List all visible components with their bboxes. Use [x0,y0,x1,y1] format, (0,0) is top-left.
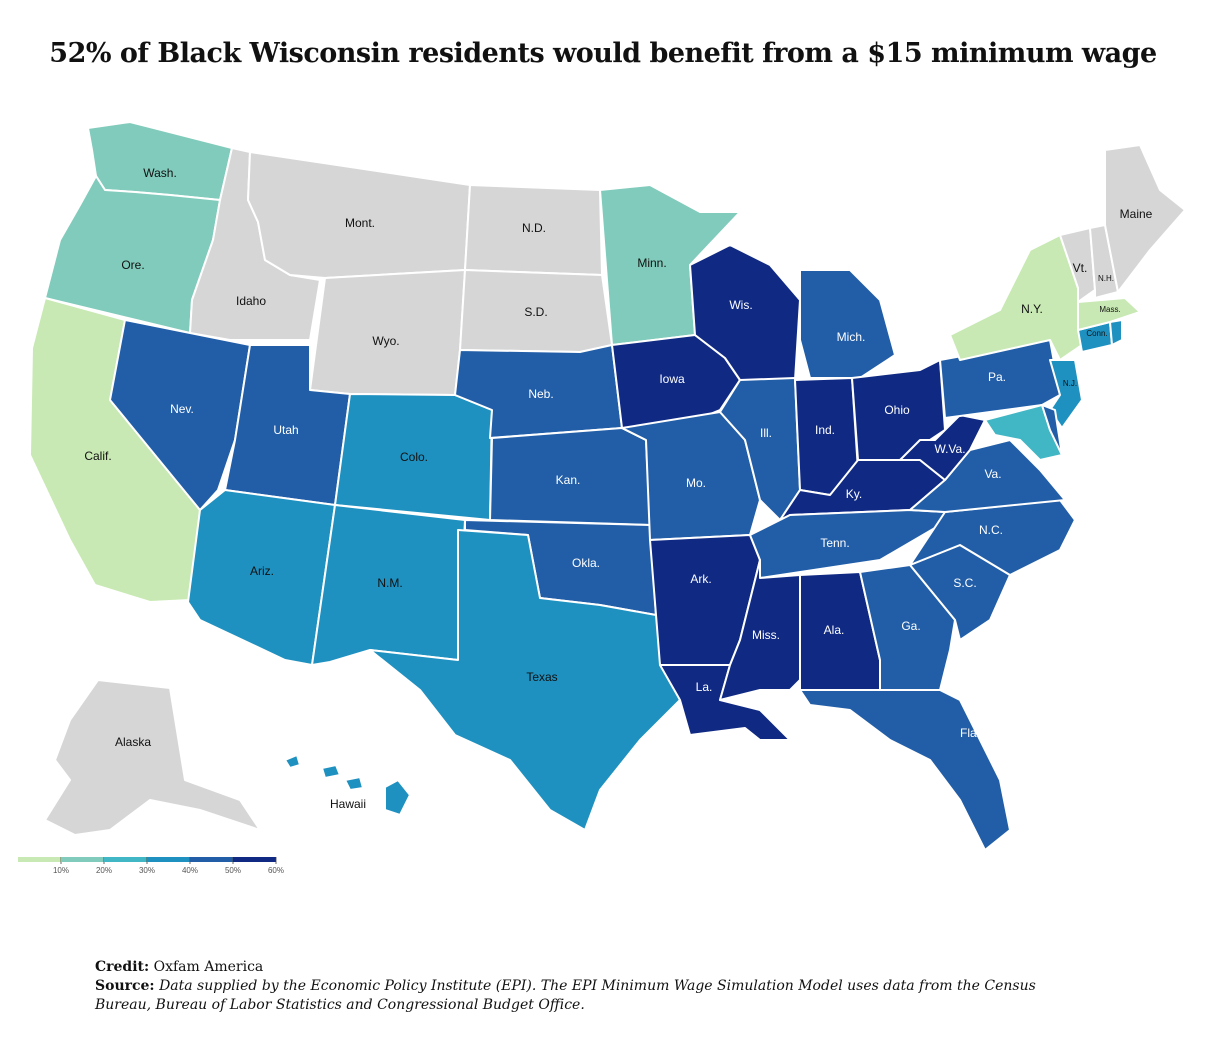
state-label-texas: Texas [526,670,557,684]
labels-layer: Wash. Ore. Calif. Idaho Nev. Mont. Wyo. Utah Ari… [84,166,1152,811]
state-label-mo: Mo. [686,476,706,490]
state-label-hawaii: Hawaii [330,797,366,811]
state-label-conn: Conn. [1086,329,1107,338]
state-label-mont: Mont. [345,216,375,230]
state-label-wash: Wash. [143,166,177,180]
map-title: 52% of Black Wisconsin residents would b… [49,38,1157,69]
legend-swatch-band_20_30 [104,857,147,862]
state-fla [799,689,1011,851]
state-label-nd: N.D. [522,221,546,235]
state-label-ky: Ky. [846,487,862,501]
state-de [1041,404,1063,456]
state-label-tenn: Tenn. [820,536,849,550]
state-label-ore: Ore. [121,258,144,272]
state-label-alaska: Alaska [115,735,151,749]
state-wash [87,121,233,201]
state-label-iowa: Iowa [659,372,685,386]
state-label-sd: S.D. [524,305,547,319]
source-line: Source: Data supplied by the Economic Po… [95,977,1095,1015]
state-label-mich: Mich. [837,330,866,344]
state-label-okla: Okla. [572,556,600,570]
state-label-nm: N.M. [377,576,402,590]
credit-text: Oxfam America [153,959,264,975]
state-label-vt: Vt. [1073,261,1088,275]
legend-swatch-band_50_60 [233,857,276,862]
state-label-colo: Colo. [400,450,428,464]
state-label-nev: Nev. [170,402,194,416]
state-label-va: Va. [984,467,1001,481]
source-text: Data supplied by the Economic Policy Ins… [95,978,1036,1013]
state-label-calif: Calif. [84,449,111,463]
legend-swatch-band_30_40 [147,857,190,862]
state-label-ny: N.Y. [1021,302,1043,316]
state-label-ind: Ind. [815,423,835,437]
state-nh [1089,224,1119,299]
state-texas [369,529,681,831]
state-label-pa: Pa. [988,370,1006,384]
credits-block: Credit: Oxfam America Source: Data suppl… [95,958,1095,1015]
state-vt [1059,227,1096,303]
state-label-nh: N.H. [1098,274,1114,283]
state-hawaii [384,779,411,816]
state-label-maine: Maine [1120,207,1153,221]
state-label-ark: Ark. [690,572,711,586]
legend-swatch-band_10_20 [61,857,104,862]
legend-tick-label: 10% [53,866,69,875]
state-tenn [749,509,946,579]
state-label-wva: W.Va. [934,442,965,456]
state-label-nj: N.J. [1063,379,1077,388]
state-mich [799,269,896,379]
state-nj [1049,359,1083,429]
hawaii-island [284,754,301,769]
state-ri [1109,319,1123,346]
legend-tick-label: 40% [182,866,198,875]
state-mont [247,151,471,279]
state-label-nc: N.C. [979,523,1003,537]
hawaii-island [321,764,341,779]
legend-swatch-band_40_50 [190,857,233,862]
hawaii-island [344,776,364,791]
state-label-ala: Ala. [824,623,845,637]
state-label-mass: Mass. [1099,305,1120,314]
state-ny [949,234,1083,361]
legend-tick-label: 30% [139,866,155,875]
state-label-ill: Ill. [760,426,772,440]
state-label-kan: Kan. [556,473,581,487]
state-label-minn: Minn. [637,256,666,270]
credit-line: Credit: Oxfam America [95,958,1095,977]
state-maine [1104,144,1186,293]
state-mass [1077,297,1141,331]
state-label-fla: Fla. [960,726,980,740]
state-label-neb: Neb. [528,387,553,401]
state-label-ohio: Ohio [884,403,910,417]
state-wyo [309,269,466,396]
legend-swatch-band_0_10 [18,857,61,862]
state-nev [109,319,251,511]
legend-tick-label: 60% [268,866,284,875]
legend-tick-label: 50% [225,866,241,875]
state-label-ariz: Ariz. [250,564,274,578]
state-label-la: La. [696,680,713,694]
state-label-ga: Ga. [901,619,920,633]
state-label-utah: Utah [273,423,298,437]
legend-tick-label: 20% [96,866,112,875]
state-alaska [44,679,261,836]
credit-label: Credit: [95,959,150,975]
state-label-miss: Miss. [752,628,780,642]
states-layer [29,121,1186,851]
state-label-idaho: Idaho [236,294,266,308]
state-label-wyo: Wyo. [372,334,399,348]
source-label: Source: [95,978,155,994]
color-legend: 10% 20% 30% 40% 50% 60% [18,857,284,875]
state-label-sc: S.C. [953,576,976,590]
state-label-wis: Wis. [729,298,752,312]
